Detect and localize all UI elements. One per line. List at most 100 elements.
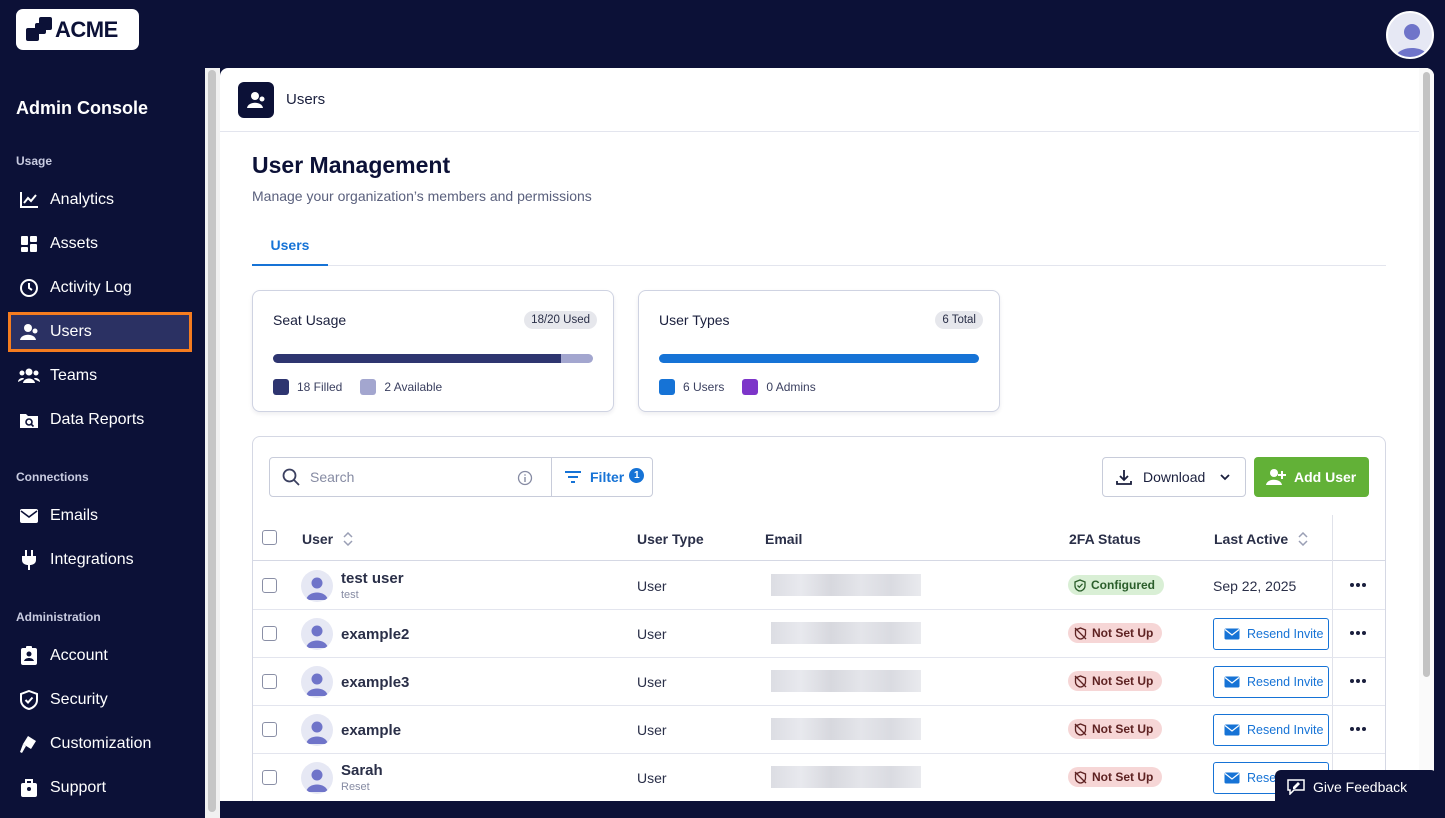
sidebar-item-integrations[interactable]: Integrations: [8, 540, 192, 580]
sidebar-item-security[interactable]: Security: [8, 680, 192, 720]
section-label-administration: Administration: [16, 610, 101, 624]
user-icon: [18, 321, 40, 343]
more-options-icon[interactable]: [1349, 576, 1367, 594]
user-type: User: [637, 578, 667, 594]
resend-invite-label: Resend Invite: [1247, 627, 1324, 641]
row-checkbox[interactable]: [262, 626, 277, 641]
sidebar-item-data-reports[interactable]: Data Reports: [8, 400, 192, 440]
sidebar-item-label: Emails: [50, 507, 99, 524]
user-avatar-icon: [301, 618, 333, 650]
section-label-connections: Connections: [16, 470, 89, 484]
user-name[interactable]: example2: [341, 626, 410, 643]
user-avatar-icon: [301, 714, 333, 746]
user-name[interactable]: test user: [341, 570, 404, 587]
card-title: Seat Usage: [273, 312, 347, 328]
user-name[interactable]: example: [341, 722, 402, 739]
tab-users[interactable]: Users: [252, 232, 328, 266]
user-types-card: User Types 6 Total 6 Users 0 Admins: [638, 290, 1000, 412]
more-options-icon[interactable]: [1349, 672, 1367, 690]
sidebar-item-support[interactable]: Support: [8, 768, 192, 808]
email-redacted: [771, 766, 921, 788]
sidebar-item-users[interactable]: Users: [8, 312, 192, 352]
add-user-button[interactable]: Add User: [1254, 457, 1369, 497]
column-user-type: User Type: [637, 531, 704, 547]
main-panel: Users User Management Manage your organi…: [220, 68, 1434, 801]
user-type: User: [637, 626, 667, 642]
column-email: Email: [765, 531, 802, 547]
download-icon: [1116, 470, 1132, 485]
filled-swatch: [273, 379, 289, 395]
row-checkbox[interactable]: [262, 722, 277, 737]
filter-count-badge: 1: [629, 467, 645, 483]
resend-invite-button[interactable]: Resend Invite: [1213, 618, 1329, 650]
sidebar-item-customization[interactable]: Customization: [8, 724, 192, 764]
add-user-label: Add User: [1294, 469, 1357, 485]
column-last-active-label: Last Active: [1214, 531, 1289, 547]
sidebar: Admin Console Usage Analytics Assets Act…: [0, 68, 205, 818]
profile-avatar[interactable]: [1386, 11, 1434, 59]
sidebar-item-account[interactable]: Account: [8, 636, 192, 676]
filter-icon: [565, 471, 581, 483]
sidebar-scrollbar-thumb[interactable]: [208, 70, 216, 812]
more-options-icon[interactable]: [1349, 624, 1367, 642]
envelope-icon: [1224, 676, 1240, 688]
table-row: example2 User Not Set Up Resend Invite: [253, 610, 1385, 658]
search-input[interactable]: [310, 469, 500, 485]
sidebar-item-emails[interactable]: Emails: [8, 496, 192, 536]
sidebar-item-assets[interactable]: Assets: [8, 224, 192, 264]
info-icon[interactable]: [517, 470, 533, 486]
table-row: example User Not Set Up Resend Invite: [253, 706, 1385, 754]
row-checkbox[interactable]: [262, 770, 277, 785]
resend-invite-button[interactable]: Resend Invite: [1213, 714, 1329, 746]
sidebar-item-label: Integrations: [50, 551, 134, 568]
search-filter-group: Filter 1: [269, 457, 653, 497]
section-label-usage: Usage: [16, 154, 53, 168]
users-group-icon: [18, 365, 40, 387]
seat-usage-bar: [273, 354, 593, 363]
account-icon: [18, 645, 40, 667]
chevron-down-icon: [1220, 474, 1230, 481]
admin-console-title: Admin Console: [16, 98, 149, 118]
admins-swatch: [742, 379, 759, 395]
envelope-icon: [18, 505, 40, 527]
column-user[interactable]: User: [302, 531, 353, 547]
sort-icon: [1298, 532, 1308, 546]
user-name[interactable]: example3: [341, 674, 410, 691]
give-feedback-label: Give Feedback: [1313, 779, 1408, 795]
sidebar-item-label: Data Reports: [50, 411, 145, 428]
envelope-icon: [1224, 628, 1240, 640]
filter-label: Filter: [590, 469, 625, 485]
sidebar-item-label: Teams: [50, 367, 98, 384]
select-all-checkbox[interactable]: [262, 530, 277, 545]
table-row: example3 User Not Set Up Resend Invite: [253, 658, 1385, 706]
filter-button[interactable]: Filter 1: [552, 458, 652, 496]
page-subtitle: Manage your organization’s members and p…: [252, 188, 592, 204]
plug-icon: [18, 549, 40, 571]
download-label: Download: [1143, 469, 1206, 485]
sidebar-item-teams[interactable]: Teams: [8, 356, 192, 396]
filled-label: 18 Filled: [297, 380, 343, 394]
main-scrollbar-thumb[interactable]: [1423, 72, 1430, 677]
sidebar-item-analytics[interactable]: Analytics: [8, 180, 192, 220]
sidebar-item-label: Analytics: [50, 191, 115, 208]
add-user-icon: [1266, 469, 1286, 485]
2fa-status-badge: Configured: [1068, 575, 1164, 595]
sidebar-item-activity-log[interactable]: Activity Log: [8, 268, 192, 308]
give-feedback-button[interactable]: Give Feedback: [1275, 770, 1437, 804]
resend-invite-button[interactable]: Resend Invite: [1213, 666, 1329, 698]
resend-invite-label: Resend Invite: [1247, 675, 1324, 689]
column-last-active[interactable]: Last Active: [1214, 531, 1308, 547]
row-checkbox[interactable]: [262, 578, 277, 593]
user-name[interactable]: Sarah: [341, 762, 383, 779]
seat-usage-legend: 18 Filled 2 Available: [273, 379, 460, 395]
sidebar-item-label: Account: [50, 647, 108, 664]
more-options-icon[interactable]: [1349, 720, 1367, 738]
user-types-bar: [659, 354, 979, 363]
last-active: Sep 22, 2025: [1213, 578, 1297, 594]
acme-logo[interactable]: ACME: [16, 9, 139, 50]
download-button[interactable]: Download: [1102, 457, 1246, 497]
sidebar-item-label: Security: [50, 691, 108, 708]
admins-label: 0 Admins: [766, 380, 816, 394]
user-avatar-icon: [301, 666, 333, 698]
row-checkbox[interactable]: [262, 674, 277, 689]
